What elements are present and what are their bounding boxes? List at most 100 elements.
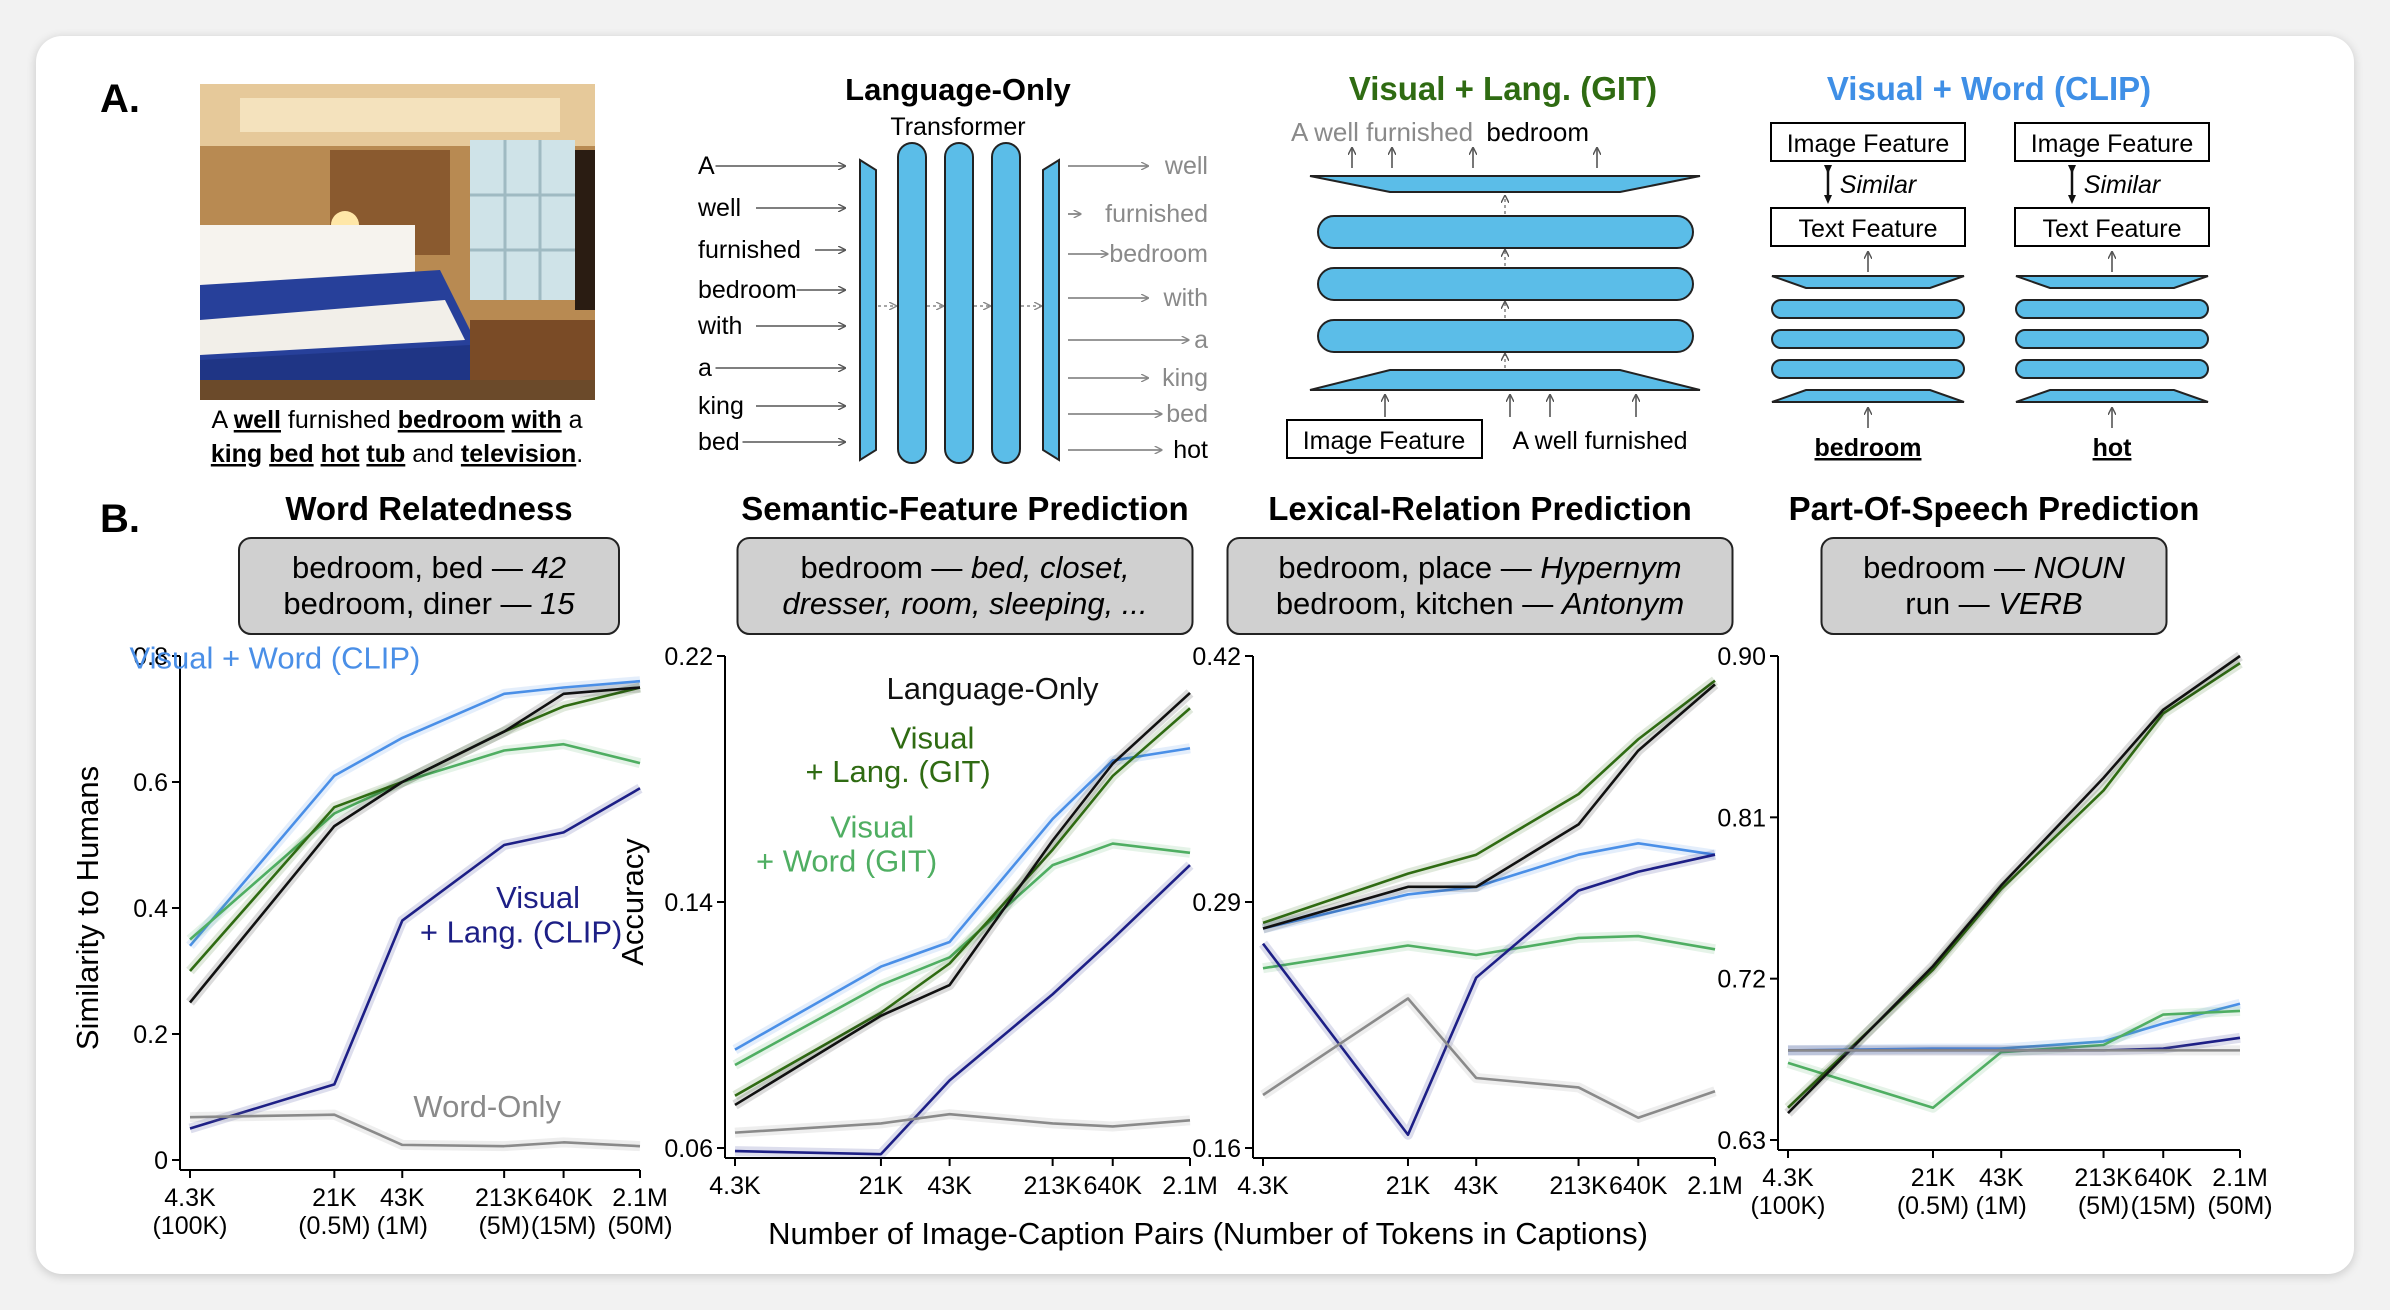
x-tick-label: 43K: [1454, 1172, 1499, 1200]
caption-word: and: [405, 440, 461, 468]
git-layer-2: [1317, 267, 1694, 301]
subplot-title: Semantic-Feature Prediction: [741, 490, 1188, 527]
output-token: well: [1164, 152, 1208, 180]
series-line: [1262, 683, 1716, 930]
y-axis-label: Accuracy: [615, 838, 650, 966]
clip-image-feature-box: [2014, 122, 2210, 162]
series-line: [1262, 842, 1716, 930]
output-token: furnished: [1105, 200, 1208, 228]
photo-caption-line-2: king bed hot tub and television.: [211, 440, 583, 468]
git-output-black: bedroom: [1486, 117, 1589, 147]
series-annotation: Language-Only: [887, 671, 1099, 706]
x-tick-sublabel: (50M): [607, 1212, 672, 1240]
git-layer-1: [1317, 215, 1694, 249]
example-value: 15: [540, 586, 575, 621]
input-token: bedroom: [698, 276, 797, 304]
series-band: [1260, 993, 1717, 1123]
x-tick-label: 2.1M: [612, 1184, 668, 1212]
example-value: Hypernym: [1540, 550, 1681, 585]
clip-bottom-projection: [1771, 389, 1965, 403]
y-tick-label: 0.90: [1717, 643, 1766, 671]
output-projection: [1042, 158, 1060, 462]
series-band: [188, 783, 643, 1134]
git-output-text: A well furnished bedroom: [1291, 117, 1589, 147]
y-tick-label: 0.14: [664, 889, 713, 917]
clip-text-feature-label: Text Feature: [1799, 215, 1938, 243]
y-tick-label: 0.6: [133, 769, 168, 797]
x-tick-label: 21K: [312, 1184, 357, 1212]
x-tick-sublabel: (1M): [377, 1212, 428, 1240]
y-axis-label: Similarity to Humans: [70, 766, 105, 1050]
example-box: [1820, 537, 2168, 635]
caption-word: [262, 440, 269, 468]
language-only-outputs: well furnished bedroom with a king bed hot: [1068, 152, 1208, 464]
input-token: a: [698, 354, 712, 382]
git-layer-3: [1317, 319, 1694, 353]
example-value: bed, closet,: [971, 550, 1130, 585]
series-band: [1261, 838, 1716, 934]
example-value: 42: [532, 550, 566, 585]
git-input-text: A well furnished: [1512, 427, 1687, 455]
series-annotation: Visual: [830, 809, 914, 844]
example-line: bedroom — bed, closet,: [800, 550, 1129, 585]
input-token: well: [697, 194, 741, 222]
clip-diagram: Visual + Word (CLIP) Image Feature Simila…: [1770, 70, 2210, 462]
input-token: king: [698, 392, 744, 420]
output-token: bed: [1166, 400, 1208, 428]
series-line: [734, 864, 1191, 1156]
x-tick-label: 213K: [475, 1184, 534, 1212]
x-tick-label: 21K: [1911, 1164, 1956, 1192]
chart-1: 0 0.2 0.4 0.6 0.8 4.3K(100K) 21K(0.5M) 43K(1M) 2…: [70, 641, 673, 1240]
x-tick-sublabel: (5M): [478, 1212, 529, 1240]
example-value: NOUN: [2034, 550, 2126, 585]
caption-word: with: [511, 406, 562, 434]
git-diagram: Visual + Lang. (GIT) A well furnished be…: [1286, 70, 1701, 459]
clip-layer: [1771, 299, 1965, 319]
x-tick-label: 640K: [1609, 1172, 1668, 1200]
caption-word: [314, 440, 321, 468]
y-tick-label: 0.16: [1192, 1135, 1241, 1163]
caption-word: a: [562, 406, 583, 434]
transformer-layer-3: [991, 142, 1021, 464]
clip-bottom-projection: [2015, 389, 2209, 403]
similar-label: Similar: [1840, 171, 1918, 199]
clip-layer: [2015, 359, 2209, 379]
series-band: [734, 1109, 1191, 1138]
x-tick-label: 43K: [927, 1172, 972, 1200]
caption-word: [359, 440, 366, 468]
x-tick-label: 43K: [1979, 1164, 2024, 1192]
y-tick-label: 0.81: [1717, 804, 1766, 832]
clip-text-feature-box: [1770, 207, 1966, 247]
example-box: [736, 537, 1194, 635]
panel-label-a: A.: [100, 77, 140, 121]
series-line: [1787, 662, 2241, 1109]
example-value: Antonym: [1560, 586, 1684, 621]
clip-layer: [1771, 329, 1965, 349]
figure-card: A. B. A well furnished bedroom with a ki…: [36, 36, 2354, 1274]
panel-label-b: B.: [100, 497, 140, 541]
clip-text-feature-box: [2014, 207, 2210, 247]
series-band: [1261, 680, 1719, 934]
series-line: [734, 1112, 1191, 1134]
y-tick-label: 0.29: [1192, 889, 1241, 917]
x-tick-label: 4.3K: [164, 1184, 216, 1212]
subplot-title: Word Relatedness: [285, 490, 572, 527]
x-tick-label: 4.3K: [1762, 1164, 1814, 1192]
clip-top-projection: [2015, 275, 2209, 289]
y-tick-label: 0.63: [1717, 1127, 1766, 1155]
example-text: bedroom, bed —: [292, 550, 532, 585]
example-line: bedroom, kitchen — Antonym: [1276, 586, 1684, 621]
x-tick-label: 640K: [2134, 1164, 2193, 1192]
example-value: dresser, room, sleeping, ...: [782, 586, 1147, 621]
series-annotation: Visual: [496, 880, 580, 915]
x-tick-label: 4.3K: [709, 1172, 761, 1200]
example-line: bedroom, diner — 15: [283, 586, 575, 621]
x-tick-label: 43K: [380, 1184, 425, 1212]
x-tick-label: 2.1M: [2212, 1164, 2268, 1192]
caption-word: television: [461, 440, 576, 468]
input-token: bed: [698, 428, 740, 456]
x-tick-sublabel: (50M): [2207, 1192, 2272, 1220]
